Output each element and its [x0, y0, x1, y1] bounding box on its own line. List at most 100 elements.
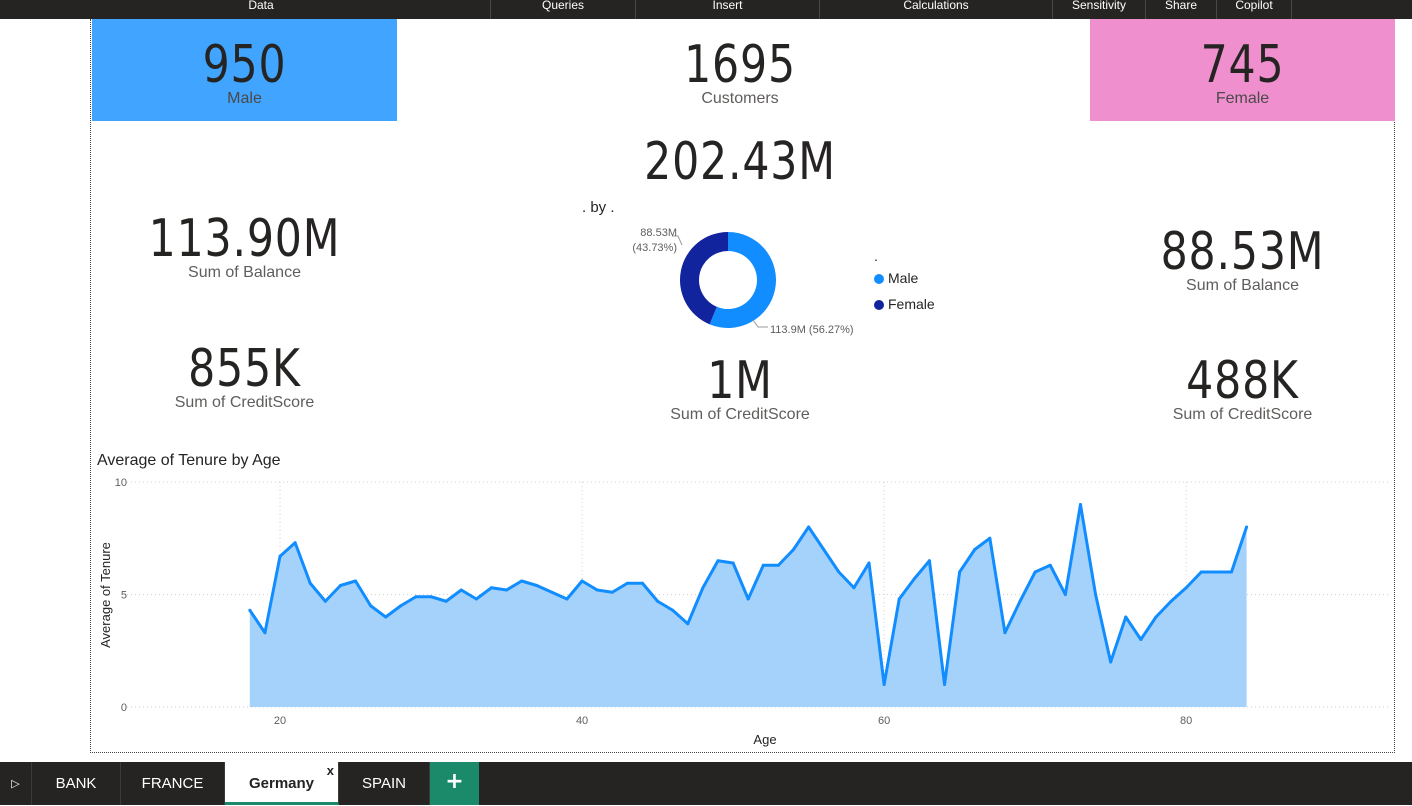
data-point-age-32[interactable] — [459, 588, 463, 592]
data-point-age-71[interactable] — [1048, 563, 1052, 567]
data-point-age-72[interactable] — [1063, 593, 1067, 596]
add-page-button[interactable]: + — [430, 762, 479, 805]
data-point-age-82[interactable] — [1214, 570, 1218, 574]
data-point-age-75[interactable] — [1109, 660, 1113, 664]
data-point-age-48[interactable] — [701, 586, 705, 590]
data-point-age-46[interactable] — [671, 608, 675, 612]
ribbon-queries[interactable]: Queries — [491, 0, 636, 19]
data-point-age-28[interactable] — [399, 604, 403, 608]
data-point-age-38[interactable] — [550, 590, 554, 594]
tab-bank[interactable]: BANK — [32, 762, 121, 805]
data-point-age-52[interactable] — [761, 563, 765, 567]
data-point-age-33[interactable] — [474, 597, 478, 601]
data-point-age-27[interactable] — [384, 615, 388, 619]
data-point-age-21[interactable] — [293, 541, 297, 545]
data-point-age-18[interactable] — [248, 608, 252, 612]
data-point-age-78[interactable] — [1154, 615, 1158, 619]
data-point-age-74[interactable] — [1094, 593, 1098, 596]
donut-title: . by . — [582, 199, 615, 216]
donut-legend-title: . — [874, 248, 878, 264]
male-credit-card[interactable]: 855K Sum of CreditScore — [92, 338, 397, 412]
data-point-age-84[interactable] — [1245, 525, 1249, 529]
data-point-age-20[interactable] — [278, 554, 282, 558]
data-point-age-49[interactable] — [716, 559, 720, 563]
data-point-age-29[interactable] — [414, 595, 418, 599]
donut-slice-male[interactable] — [709, 232, 776, 328]
data-point-age-70[interactable] — [1033, 570, 1037, 574]
data-point-age-66[interactable] — [973, 548, 977, 551]
ribbon-sensitivity[interactable]: Sensitivity — [1053, 0, 1146, 19]
data-point-age-41[interactable] — [595, 588, 599, 592]
data-point-age-37[interactable] — [535, 584, 539, 587]
data-point-age-39[interactable] — [565, 597, 569, 601]
data-point-age-31[interactable] — [444, 599, 448, 603]
data-point-age-43[interactable] — [625, 581, 629, 585]
data-point-age-25[interactable] — [354, 579, 358, 583]
data-point-age-68[interactable] — [1003, 631, 1007, 635]
data-point-age-30[interactable] — [429, 595, 433, 599]
data-point-age-44[interactable] — [640, 581, 644, 585]
data-point-age-19[interactable] — [263, 631, 267, 635]
ribbon-share[interactable]: Share — [1146, 0, 1217, 19]
data-point-age-83[interactable] — [1229, 570, 1233, 574]
data-point-age-42[interactable] — [610, 590, 614, 594]
male-tile[interactable] — [92, 19, 397, 121]
data-point-age-56[interactable] — [822, 548, 826, 551]
data-point-age-77[interactable] — [1139, 638, 1143, 641]
tab-france[interactable]: FRANCE — [121, 762, 225, 805]
data-point-age-60[interactable] — [882, 683, 886, 686]
tab-germany[interactable]: Germany x — [225, 762, 339, 805]
area-chart[interactable]: Average of Tenure by Age 0 5 10 20 40 60 80 Ag… — [90, 445, 1395, 753]
data-point-age-23[interactable] — [323, 599, 327, 603]
data-point-age-79[interactable] — [1169, 599, 1173, 603]
female-balance-card[interactable]: 88.53M Sum of Balance — [1090, 221, 1395, 295]
data-point-age-67[interactable] — [988, 536, 992, 540]
female-tile[interactable] — [1090, 19, 1395, 121]
data-point-age-51[interactable] — [746, 597, 750, 601]
data-point-age-54[interactable] — [792, 548, 796, 551]
data-point-age-57[interactable] — [837, 570, 841, 574]
data-point-age-35[interactable] — [505, 588, 509, 592]
total-credit-card[interactable]: 1M Sum of CreditScore — [590, 350, 890, 424]
data-point-age-81[interactable] — [1199, 570, 1203, 574]
male-count-card[interactable]: 950 Male — [92, 34, 397, 108]
ribbon-insert[interactable]: Insert — [636, 0, 820, 19]
data-point-age-36[interactable] — [520, 579, 524, 583]
data-point-age-40[interactable] — [580, 579, 584, 583]
data-point-age-24[interactable] — [338, 584, 342, 587]
data-point-age-53[interactable] — [776, 563, 780, 567]
tab-spain[interactable]: SPAIN — [339, 762, 430, 805]
data-point-age-50[interactable] — [731, 561, 735, 565]
data-point-age-45[interactable] — [656, 599, 660, 603]
donut-slice-female[interactable] — [680, 232, 728, 325]
legend-item-male[interactable]: Male — [874, 270, 918, 286]
data-point-age-64[interactable] — [943, 683, 947, 686]
data-point-age-73[interactable] — [1078, 503, 1082, 506]
customers-card[interactable]: 1695 Customers — [590, 34, 890, 108]
data-point-age-59[interactable] — [867, 561, 871, 565]
nav-play-icon[interactable]: ▷ — [0, 762, 32, 805]
ribbon-calculations[interactable]: Calculations — [820, 0, 1053, 19]
data-point-age-65[interactable] — [958, 570, 962, 574]
male-balance-card[interactable]: 113.90M Sum of Balance — [92, 208, 397, 282]
data-point-age-80[interactable] — [1184, 586, 1188, 590]
close-tab-icon[interactable]: x — [326, 763, 334, 778]
data-point-age-76[interactable] — [1124, 615, 1128, 619]
data-point-age-61[interactable] — [897, 597, 901, 601]
ribbon-data[interactable]: Data — [32, 0, 491, 19]
data-point-age-55[interactable] — [807, 525, 811, 529]
female-credit-card[interactable]: 488K Sum of CreditScore — [1090, 350, 1395, 424]
data-point-age-63[interactable] — [927, 559, 931, 563]
total-balance-card[interactable]: 202.43M — [580, 131, 900, 193]
data-point-age-26[interactable] — [369, 604, 373, 608]
data-point-age-69[interactable] — [1018, 599, 1022, 603]
data-point-age-58[interactable] — [852, 586, 856, 590]
female-count-card[interactable]: 745 Female — [1090, 34, 1395, 108]
ribbon-copilot[interactable]: Copilot — [1217, 0, 1292, 19]
legend-item-female[interactable]: Female — [874, 296, 935, 312]
data-point-age-22[interactable] — [308, 581, 312, 585]
data-point-age-34[interactable] — [489, 586, 493, 590]
data-point-age-47[interactable] — [686, 622, 690, 626]
data-point-age-62[interactable] — [912, 577, 916, 581]
donut-chart[interactable]: . by . 88.53M (43.73%) 113.9M (56.27%) — [560, 190, 960, 350]
